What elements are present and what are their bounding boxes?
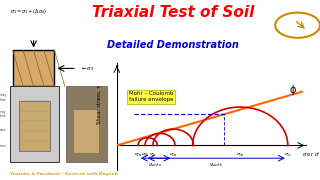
Bar <box>74 110 99 153</box>
Bar <box>10 86 59 162</box>
Text: $\sigma_{1b}$: $\sigma_{1b}$ <box>236 151 244 159</box>
Text: $\sigma_{2a}$: $\sigma_{2a}$ <box>134 151 142 159</box>
Bar <box>66 86 107 162</box>
Text: Loading
Platen: Loading Platen <box>0 93 6 102</box>
Text: $(\Delta\sigma_d)_a$: $(\Delta\sigma_d)_a$ <box>148 162 163 169</box>
Text: $\sigma_{1c}$: $\sigma_{1c}$ <box>284 151 292 159</box>
Text: Youtube & Facebook / Geotech with Naqeeb: Youtube & Facebook / Geotech with Naqeeb <box>10 172 117 176</box>
Bar <box>13 50 54 86</box>
Text: Confining
medium: Confining medium <box>0 110 6 118</box>
Text: $\sigma_{3b}$: $\sigma_{3b}$ <box>141 151 149 159</box>
Bar <box>19 101 50 151</box>
Text: $\sigma$ or $\sigma'$: $\sigma$ or $\sigma'$ <box>302 151 320 159</box>
Text: $\leftarrow \sigma_3$: $\leftarrow \sigma_3$ <box>80 64 94 73</box>
Text: ϕ: ϕ <box>290 85 296 95</box>
Text: Mohr – Coulomb
failure envelope: Mohr – Coulomb failure envelope <box>129 91 174 102</box>
Text: Specimen: Specimen <box>0 144 6 148</box>
Text: $\sigma_{1a}$: $\sigma_{1a}$ <box>169 151 177 159</box>
Text: $\sigma_1 = \sigma_3 + (\Delta\sigma_d)$: $\sigma_1 = \sigma_3 + (\Delta\sigma_d)$ <box>10 7 46 16</box>
Text: Triaxial Test of Soil: Triaxial Test of Soil <box>92 5 254 20</box>
Text: Membrane: Membrane <box>0 128 6 132</box>
Text: Detailed Demonstration: Detailed Demonstration <box>107 40 239 50</box>
Text: $\sigma_{2c}$: $\sigma_{2c}$ <box>149 151 157 159</box>
Text: Shear stress, τ: Shear stress, τ <box>97 85 102 124</box>
Text: $(\Delta\sigma_d)_b$: $(\Delta\sigma_d)_b$ <box>209 162 224 169</box>
